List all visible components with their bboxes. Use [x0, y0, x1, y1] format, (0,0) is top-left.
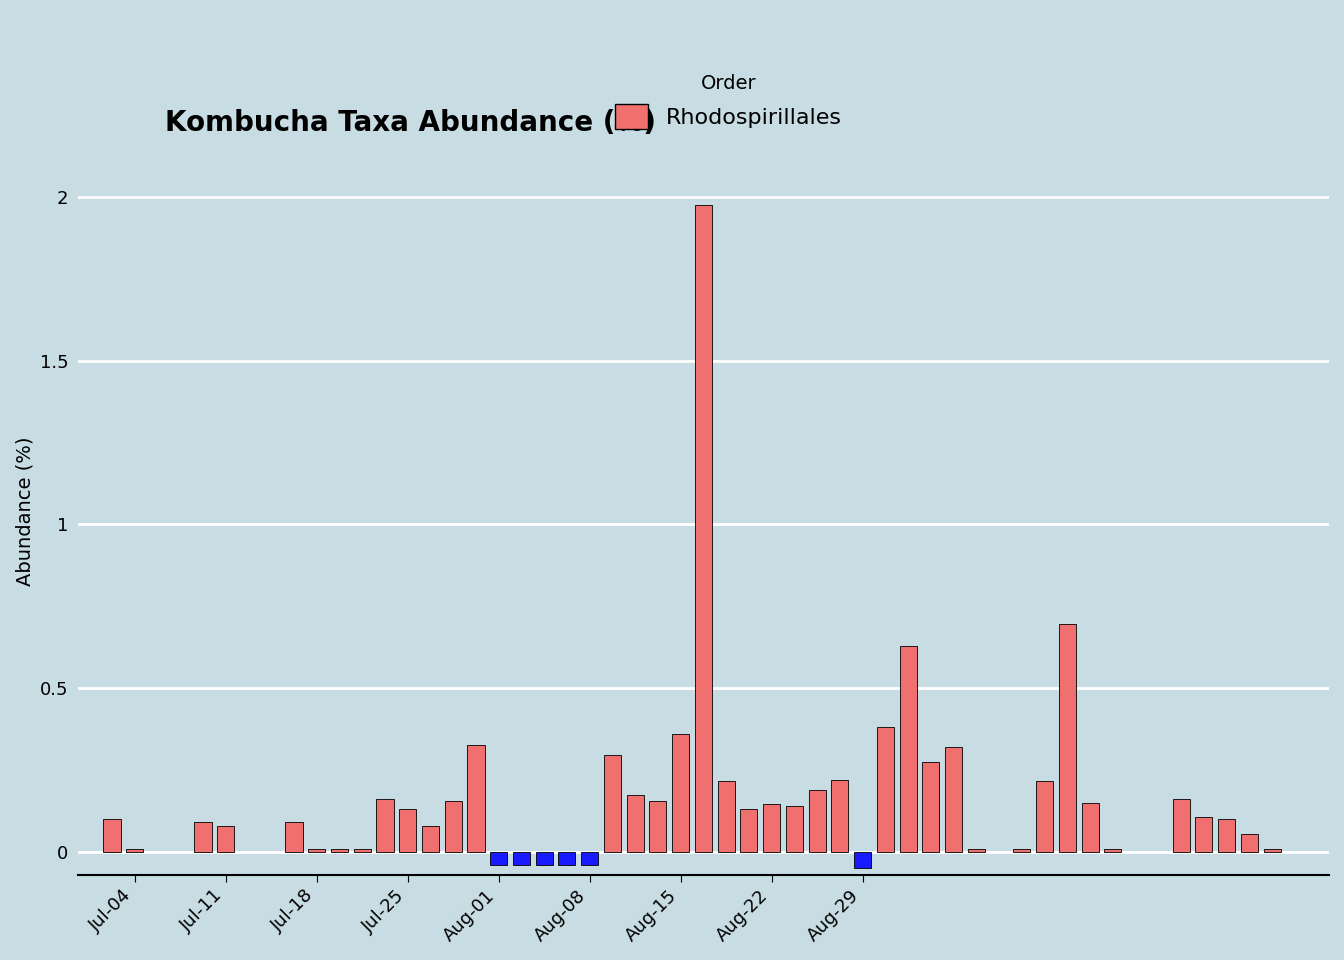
Bar [195, 823, 211, 852]
Bar [1105, 849, 1121, 852]
Bar [399, 809, 417, 852]
Bar [922, 762, 939, 852]
Bar [786, 806, 802, 852]
Bar [876, 728, 894, 852]
Bar [945, 747, 962, 852]
Bar [763, 804, 781, 852]
Bar [1241, 834, 1258, 852]
Bar [445, 801, 462, 852]
Bar [491, 852, 507, 865]
Bar [1059, 624, 1077, 852]
Bar [285, 823, 302, 852]
Bar [968, 849, 985, 852]
Bar [695, 205, 712, 852]
Text: Kombucha Taxa Abundance (%): Kombucha Taxa Abundance (%) [165, 109, 656, 137]
Y-axis label: Abundance (%): Abundance (%) [15, 437, 34, 587]
Bar [103, 819, 121, 852]
Bar [581, 852, 598, 865]
Bar [536, 852, 552, 865]
Bar [376, 800, 394, 852]
Bar [855, 852, 871, 868]
Bar [468, 746, 484, 852]
Bar [331, 849, 348, 852]
Bar [308, 849, 325, 852]
Bar [353, 849, 371, 852]
Legend: Rhodospirillales: Rhodospirillales [606, 64, 851, 138]
Bar [1218, 819, 1235, 852]
Bar [559, 852, 575, 865]
Bar [218, 826, 234, 852]
Bar [1195, 818, 1212, 852]
Bar [513, 852, 530, 865]
Bar [718, 781, 735, 852]
Bar [672, 734, 689, 852]
Bar [741, 809, 758, 852]
Bar [603, 756, 621, 852]
Bar [899, 646, 917, 852]
Bar [1013, 849, 1031, 852]
Bar [1082, 803, 1098, 852]
Bar [1036, 781, 1054, 852]
Bar [422, 826, 439, 852]
Bar [832, 780, 848, 852]
Bar [126, 849, 144, 852]
Bar [1263, 849, 1281, 852]
Bar [809, 790, 825, 852]
Bar [1172, 800, 1189, 852]
Bar [649, 801, 667, 852]
Bar [626, 795, 644, 852]
